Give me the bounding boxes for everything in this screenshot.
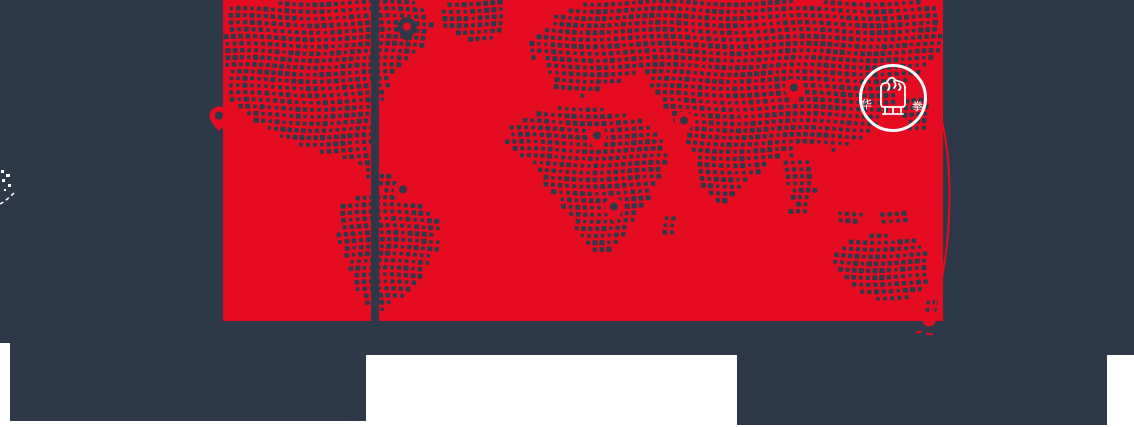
location-pin[interactable] — [674, 111, 694, 137]
location-pin[interactable] — [604, 197, 624, 223]
pin-hole — [593, 131, 601, 140]
route-arc — [932, 117, 951, 313]
location-pin[interactable] — [209, 106, 229, 132]
pin-hole — [403, 22, 411, 31]
location-pin[interactable] — [397, 17, 417, 43]
vertical-divider — [371, 0, 379, 321]
footer-block-left — [10, 355, 366, 421]
pin-hole — [399, 185, 407, 194]
left-edge-gap — [0, 343, 10, 427]
brand-logo[interactable]: 华 拳 — [859, 64, 927, 132]
pin-layer — [209, 17, 804, 223]
location-pin[interactable] — [784, 78, 804, 104]
pin-hole — [610, 202, 618, 211]
map-fragment — [0, 170, 15, 205]
fist-icon — [880, 76, 906, 115]
location-pin[interactable] — [587, 126, 607, 152]
route-end-mark — [915, 330, 923, 334]
location-pin[interactable] — [393, 180, 413, 206]
pin-hole — [215, 111, 223, 120]
route-end-mark — [925, 332, 934, 336]
logo-ring — [859, 64, 927, 132]
route-end-dot — [922, 313, 936, 327]
pin-hole — [680, 116, 688, 125]
logo-char-left: 华 — [861, 97, 872, 111]
logo-char-right: 拳 — [912, 99, 923, 113]
footer-block-right — [737, 355, 1107, 425]
pin-hole — [790, 83, 798, 92]
